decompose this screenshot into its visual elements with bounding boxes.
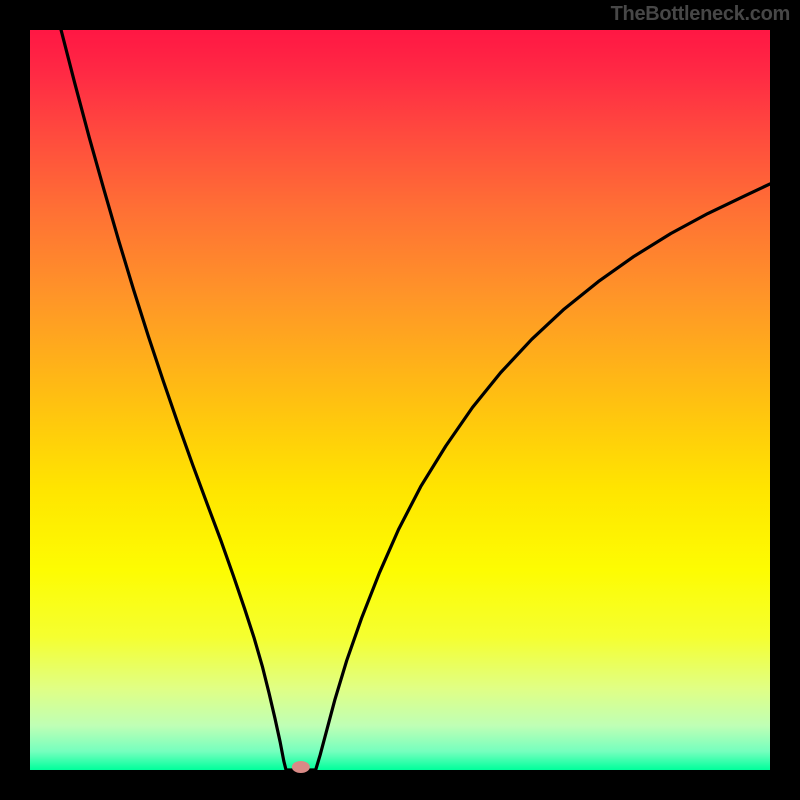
optimum-marker [292, 761, 310, 773]
plot-background [30, 30, 770, 770]
bottleneck-chart [0, 0, 800, 800]
chart-container: TheBottleneck.com [0, 0, 800, 800]
watermark-text: TheBottleneck.com [611, 3, 790, 26]
